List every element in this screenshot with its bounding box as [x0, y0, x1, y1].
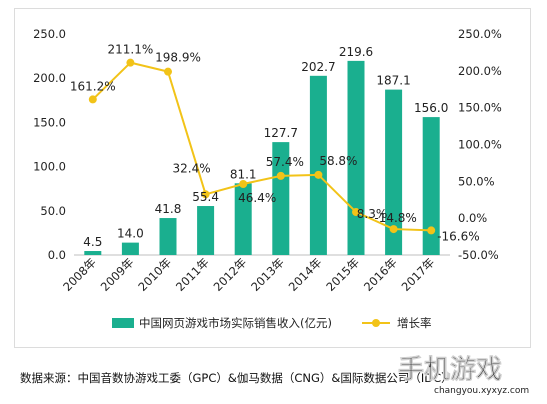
bar-value-label: 4.5	[83, 235, 102, 249]
growth-rate-label: 198.9%	[155, 51, 201, 65]
legend-label-growth: 增长率	[397, 316, 432, 330]
legend-swatch-growth-point	[372, 319, 380, 327]
bar-value-label: 55.4	[192, 190, 219, 204]
right-axis-tick-label: -50.0%	[458, 248, 499, 262]
legend-label-revenue: 中国网页游戏市场实际销售收入(亿元)	[139, 316, 332, 330]
bar	[84, 251, 102, 255]
growth-rate-point	[314, 170, 323, 179]
growth-rate-point	[201, 190, 210, 199]
bar-value-label: 202.7	[301, 60, 335, 74]
growth-rate-label: 161.2%	[70, 79, 116, 93]
bar-value-label: 81.1	[230, 167, 257, 181]
legend-swatch-revenue	[112, 318, 134, 328]
growth-rate-point	[164, 67, 172, 76]
watermark-text: 手机游戏	[398, 355, 502, 385]
growth-rate-label: -14.8%	[374, 211, 416, 225]
bar	[385, 89, 403, 255]
growth-rate-label: 57.4%	[266, 155, 304, 169]
chart-frame	[14, 8, 531, 348]
growth-rate-point	[427, 226, 436, 235]
left-axis-tick-label: 50.0	[40, 204, 66, 218]
bar-value-label: 14.0	[117, 227, 144, 241]
growth-rate-point	[88, 95, 97, 104]
left-axis-tick-label: 100.0	[33, 160, 66, 174]
bar	[159, 218, 177, 255]
left-axis-tick-label: 250.0	[33, 27, 66, 41]
bar	[197, 206, 215, 255]
bar	[272, 142, 290, 255]
growth-rate-label: 46.4%	[238, 191, 276, 205]
growth-rate-label: 211.1%	[108, 43, 154, 57]
right-axis-tick-label: 200.0%	[458, 64, 502, 78]
growth-rate-point	[352, 208, 360, 217]
growth-rate-line	[92, 61, 432, 232]
right-axis-tick-label: 250.0%	[458, 27, 502, 41]
bar	[422, 117, 440, 255]
watermark-url: changyou.xyxyz.com	[434, 386, 529, 396]
bar-value-label: 127.7	[264, 126, 298, 140]
growth-rate-label: 58.8%	[319, 154, 357, 168]
bar	[309, 75, 327, 255]
bar-value-label: 219.6	[339, 45, 373, 59]
bar-value-label: 156.0	[414, 101, 448, 115]
growth-rate-point	[276, 171, 285, 180]
growth-rate-point	[239, 179, 248, 188]
right-axis-tick-label: 100.0%	[458, 138, 502, 152]
growth-rate-label: 8.3%	[357, 207, 388, 221]
watermark-logo: 手机游戏 changyou.xyxyz.com	[378, 346, 538, 396]
right-axis-tick-label: 0.0%	[458, 211, 487, 225]
growth-rate-label: 32.4%	[173, 161, 211, 175]
bar-value-label: 41.8	[155, 202, 182, 216]
left-axis-tick-label: 200.0	[33, 71, 66, 85]
source-note: 数据来源：中国音数协游戏工委（GPC）&伽马数据（CNG）&国际数据公司（IDC…	[20, 371, 453, 385]
bar-value-label: 187.1	[376, 74, 410, 88]
growth-rate-point	[126, 58, 135, 67]
growth-rate-label: -16.6%	[437, 229, 479, 243]
right-axis-tick-label: 150.0%	[458, 101, 502, 115]
bar	[121, 242, 139, 255]
left-axis-tick-label: 0.0	[48, 248, 66, 262]
right-axis-tick-label: 50.0%	[458, 174, 495, 188]
growth-rate-point	[389, 225, 398, 234]
bar	[234, 183, 252, 255]
left-axis-tick-label: 150.0	[33, 115, 66, 129]
